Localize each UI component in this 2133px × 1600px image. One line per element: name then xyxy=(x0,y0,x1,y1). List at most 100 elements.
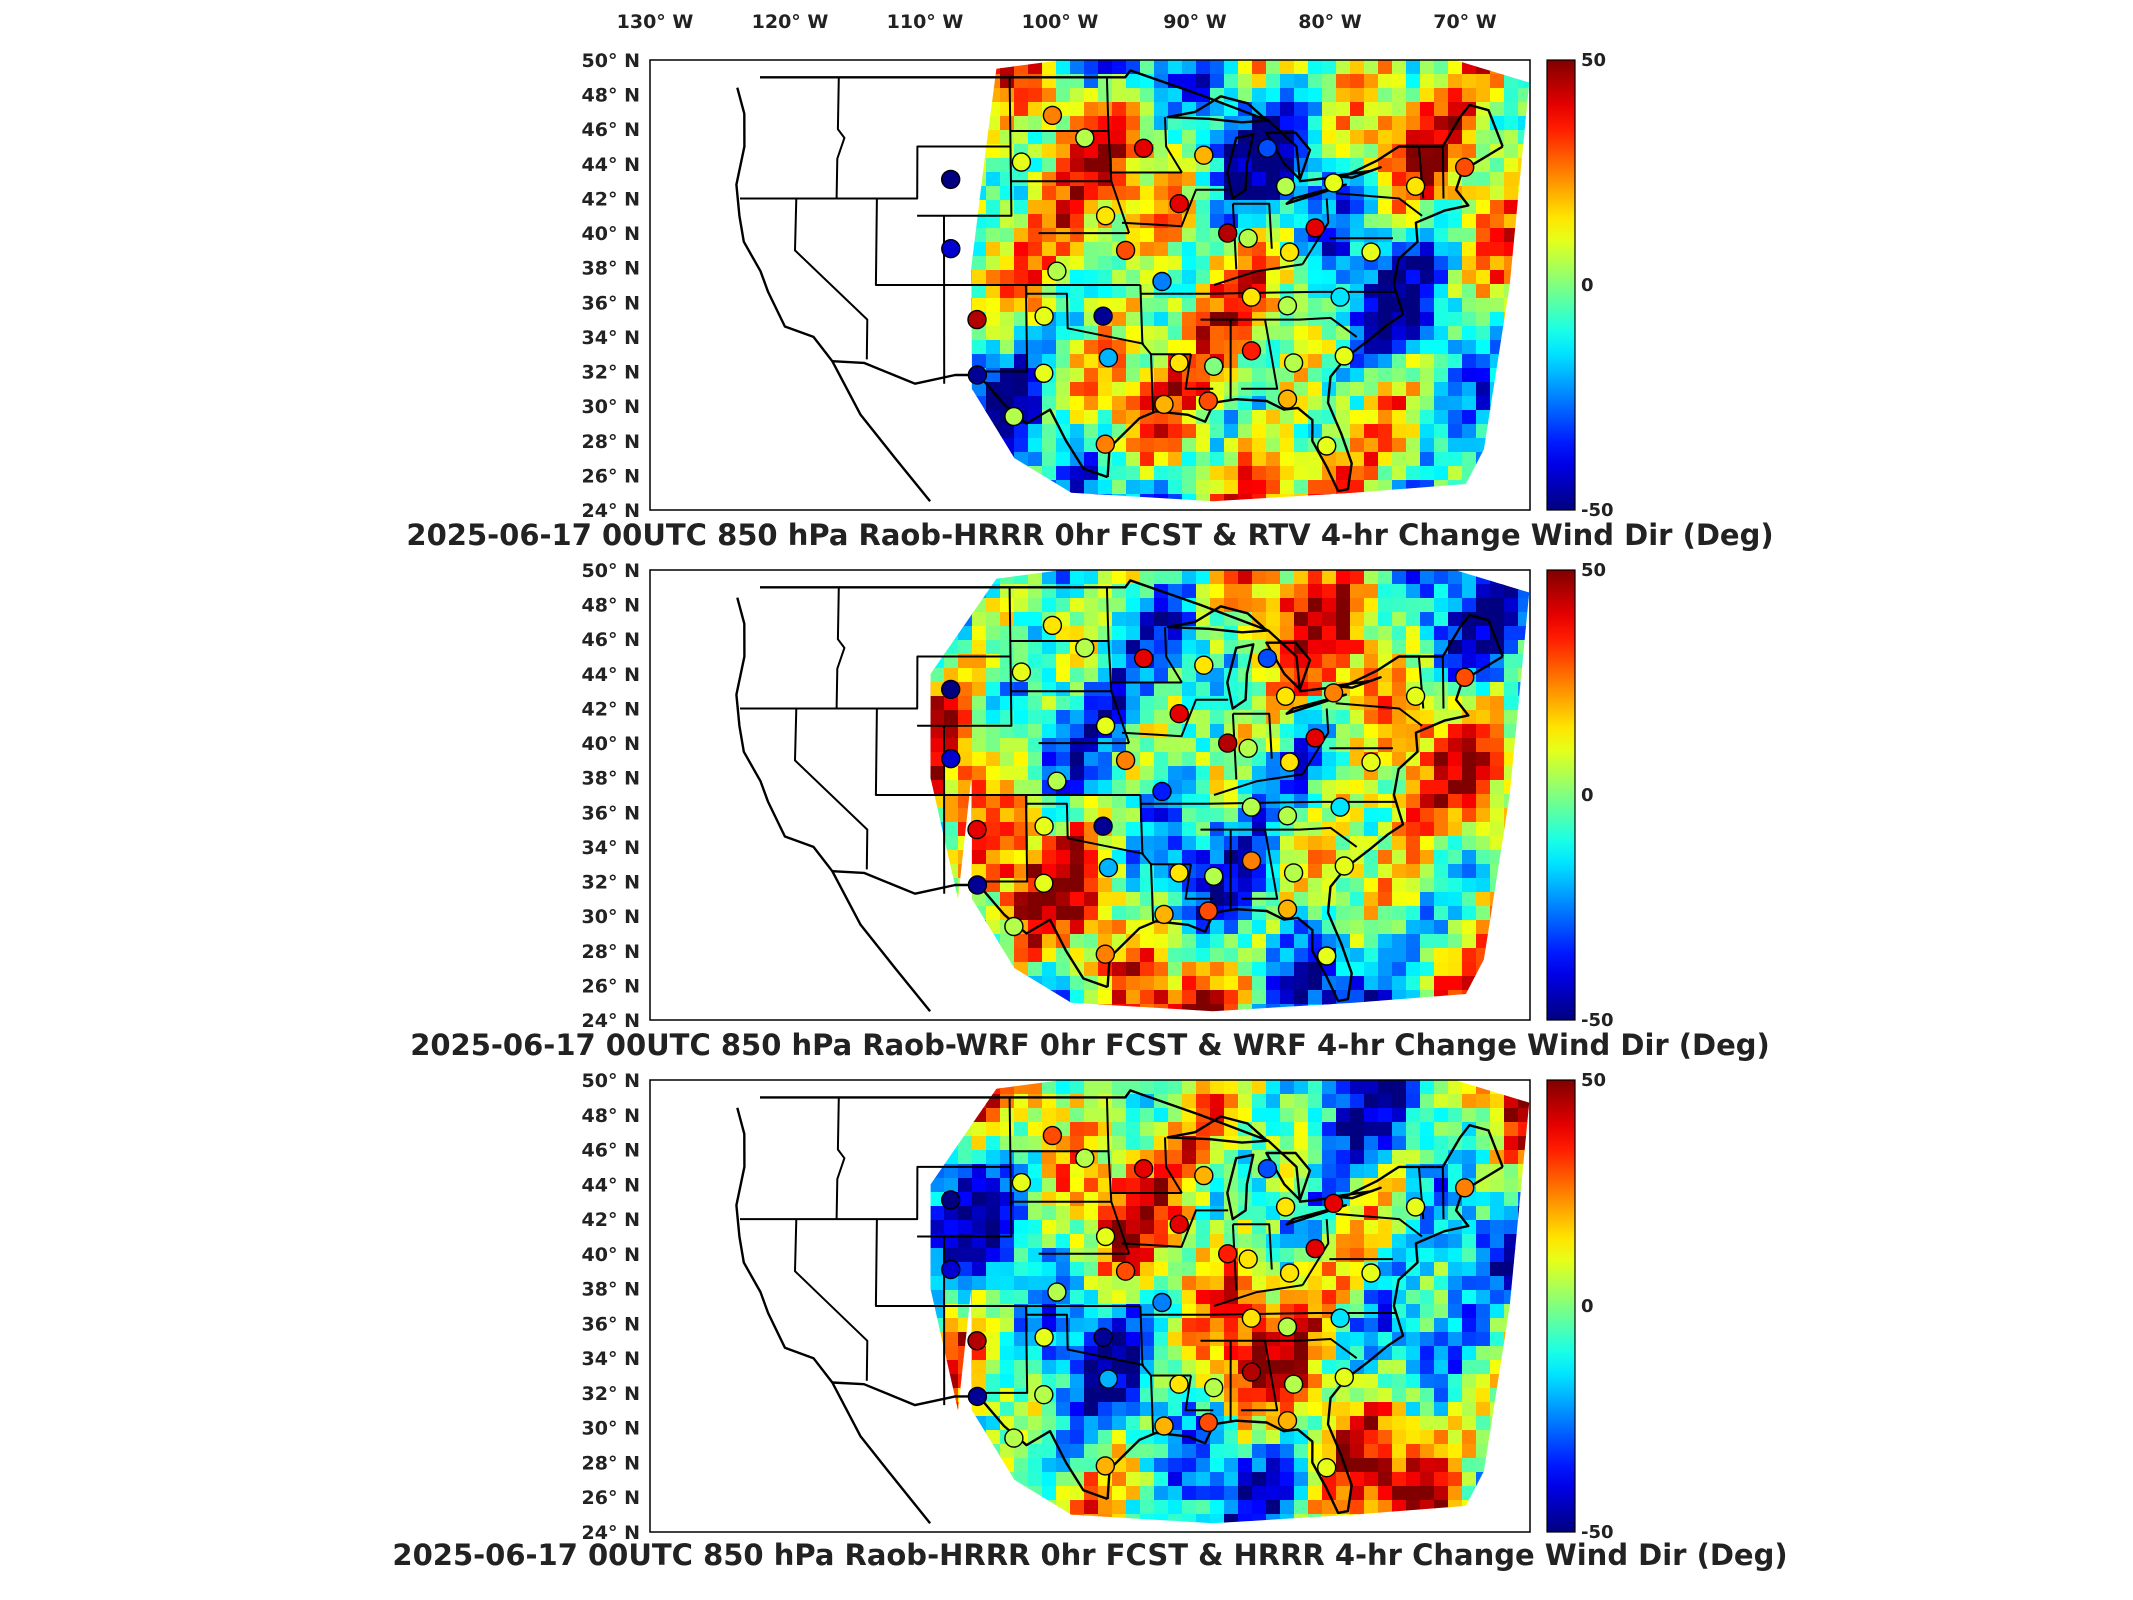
raob-station-dot xyxy=(1241,1308,1262,1328)
raob-station-dot xyxy=(1241,797,1262,817)
lat-tick-label: 42° N xyxy=(582,1209,640,1231)
state-border xyxy=(1105,77,1131,234)
lat-tick-label: 40° N xyxy=(582,223,640,245)
great-lake xyxy=(1333,676,1382,689)
raob-station-dot xyxy=(1305,218,1325,238)
raob-station-dot xyxy=(1277,1410,1298,1431)
state-border xyxy=(1184,864,1214,900)
raob-station-dot xyxy=(1277,1317,1298,1337)
lat-tick-label: 36° N xyxy=(582,802,640,824)
coastline xyxy=(832,870,1109,989)
raob-station-dot xyxy=(1169,863,1189,883)
state-border xyxy=(1026,802,1144,855)
raob-station-dot xyxy=(1042,615,1063,636)
coastline xyxy=(735,87,932,503)
great-lake xyxy=(1265,1151,1312,1202)
lon-tick-label: 130° W xyxy=(617,11,694,33)
lat-tick-label: 42° N xyxy=(582,189,640,211)
state-border xyxy=(1164,627,1183,684)
lon-tick-label: 120° W xyxy=(752,11,829,33)
raob-station-dot xyxy=(1034,306,1054,326)
state-border xyxy=(740,1165,1011,1221)
raob-station-dot xyxy=(1133,138,1154,159)
raob-station-dot xyxy=(1115,1261,1136,1281)
lat-tick-label: 26° N xyxy=(582,975,640,997)
raob-station-dot xyxy=(1405,1197,1426,1217)
map-panel-3: 50° N 48° N 46° N 44° N 42° N 40° N 38° N 36° N… xyxy=(392,1070,1787,1572)
raob-station-dot xyxy=(1275,686,1296,706)
state-border xyxy=(740,655,1011,710)
raob-station-dot xyxy=(1238,1249,1258,1269)
raob-station-dot xyxy=(941,1190,961,1210)
colorbar-tick-label: -50 xyxy=(1581,500,1614,521)
state-border xyxy=(1140,290,1396,295)
raob-station-dot xyxy=(967,875,988,895)
lat-tick-label: 34° N xyxy=(582,837,640,859)
state-border xyxy=(874,708,1040,796)
lon-tick-label: 100° W xyxy=(1022,11,1099,33)
state-border xyxy=(1241,1340,1279,1412)
colorbar-tick-label: 50 xyxy=(1581,560,1606,581)
raob-station-dot xyxy=(1330,1308,1350,1328)
raob-station-dot xyxy=(1405,686,1426,706)
state-border xyxy=(1139,794,1155,922)
raob-station-dot xyxy=(1241,341,1262,361)
raob-station-dot xyxy=(1098,348,1119,368)
lat-tick-label: 34° N xyxy=(582,1348,640,1370)
state-border xyxy=(1213,1284,1303,1307)
panel-title: 2025-06-17 00UTC 850 hPa Raob-WRF 0hr FC… xyxy=(410,1028,1770,1062)
raob-station-dot xyxy=(1203,866,1224,886)
raob-station-dot xyxy=(1075,638,1095,658)
great-lake xyxy=(1226,1153,1255,1221)
colorbar xyxy=(1546,1079,1576,1533)
raob-station-dot xyxy=(1154,904,1174,925)
raob-stations xyxy=(941,105,1475,456)
state-border xyxy=(1184,354,1214,390)
lat-tick-label: 26° N xyxy=(582,1487,640,1509)
raob-station-dot xyxy=(1330,287,1350,307)
raob-station-dot xyxy=(1257,138,1278,159)
lon-tick-label: 80° W xyxy=(1298,11,1362,33)
raob-station-dot xyxy=(967,819,987,840)
colorbar xyxy=(1546,59,1576,511)
state-border xyxy=(835,77,846,199)
wind-direction-change-field xyxy=(930,570,1530,1012)
raob-station-dot xyxy=(1217,1244,1238,1264)
lat-tick-label: 40° N xyxy=(582,1244,640,1266)
coastline xyxy=(1106,1165,1504,1515)
raob-station-dot xyxy=(1169,704,1189,724)
raob-station-dot xyxy=(1075,128,1095,148)
lat-tick-label: 44° N xyxy=(582,664,640,686)
lat-tick-label: 30° N xyxy=(582,1418,640,1440)
raob-station-dot xyxy=(1238,738,1258,758)
state-border xyxy=(1232,202,1273,249)
state-border xyxy=(874,1219,1040,1307)
lat-tick-label: 24° N xyxy=(582,500,640,522)
raob-station-dot xyxy=(1454,1178,1475,1198)
state-border xyxy=(1200,826,1358,848)
raob-station-dot xyxy=(1241,1362,1262,1382)
lon-tick-label: 110° W xyxy=(887,11,964,33)
state-border xyxy=(1200,1338,1358,1360)
great-lake xyxy=(1226,643,1255,710)
raob-station-dot xyxy=(1316,946,1337,966)
state-border xyxy=(1140,1312,1396,1316)
raob-station-dot xyxy=(1093,816,1113,836)
state-border xyxy=(1139,1305,1155,1433)
state-border xyxy=(835,587,846,709)
raob-station-dot xyxy=(1152,271,1172,292)
colorbar-tick-label: -50 xyxy=(1581,1522,1614,1543)
raob-station-dot xyxy=(1095,434,1116,454)
lat-tick-label: 36° N xyxy=(582,1313,640,1335)
map-boundaries xyxy=(735,579,1504,1013)
raob-station-dot xyxy=(1042,1125,1063,1146)
raob-station-dot xyxy=(1277,296,1298,316)
lat-tick-label: 46° N xyxy=(582,1140,640,1162)
raob-station-dot xyxy=(1034,363,1054,383)
state-border xyxy=(1335,702,1423,727)
lat-tick-label: 26° N xyxy=(582,465,640,487)
raob-station-dot xyxy=(941,749,961,769)
raob-station-dot xyxy=(1004,406,1024,427)
state-border xyxy=(917,587,1013,727)
